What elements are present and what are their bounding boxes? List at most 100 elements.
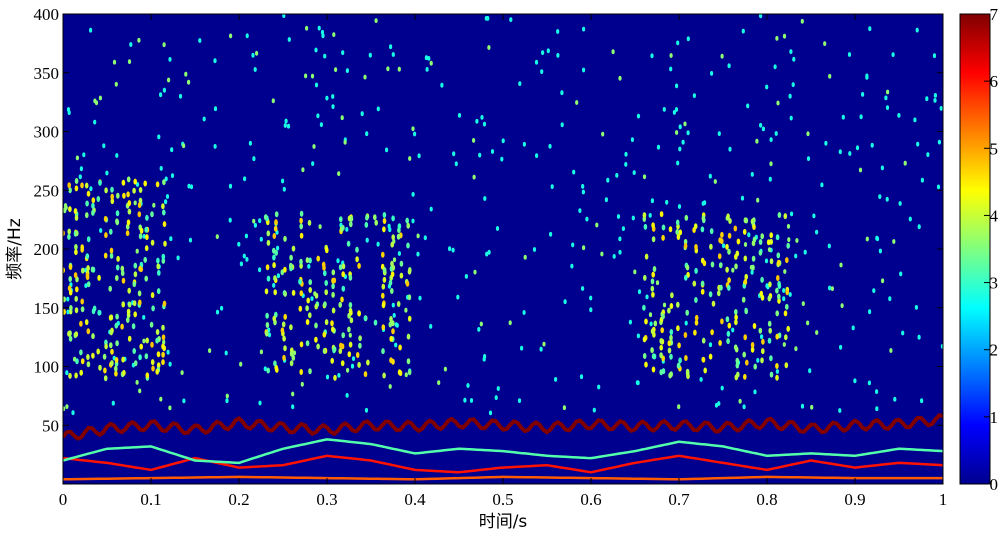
y-tick-label: 100 bbox=[34, 358, 60, 377]
speckle-point bbox=[914, 305, 919, 310]
speckle-point bbox=[775, 369, 780, 374]
speckle-point bbox=[316, 113, 320, 119]
burst-point bbox=[668, 226, 673, 233]
speckle-point bbox=[618, 249, 622, 255]
speckle-point bbox=[540, 69, 544, 74]
burst-point bbox=[122, 369, 126, 376]
burst-point bbox=[390, 260, 394, 267]
speckle-point bbox=[162, 42, 166, 48]
speckle-point bbox=[893, 396, 897, 402]
burst-point bbox=[330, 357, 335, 364]
speckle-point bbox=[135, 380, 139, 385]
speckle-point bbox=[550, 184, 554, 190]
burst-point bbox=[659, 344, 663, 351]
colorbar-ticks: 0 1 2 3 4 5 6 7 bbox=[984, 5, 999, 494]
speckle-point bbox=[886, 89, 890, 95]
speckle-point bbox=[472, 138, 476, 143]
speckle-point bbox=[768, 176, 772, 182]
burst-point bbox=[777, 293, 781, 300]
speckle-point bbox=[867, 380, 872, 386]
burst-point bbox=[103, 252, 108, 259]
burst-point bbox=[266, 239, 271, 246]
speckle-point bbox=[114, 81, 118, 87]
speckle-point bbox=[806, 131, 810, 137]
speckle-point bbox=[89, 186, 93, 192]
x-tick-label: 0 bbox=[59, 490, 68, 509]
burst-point bbox=[694, 319, 699, 326]
burst-point bbox=[155, 337, 159, 344]
burst-point bbox=[391, 320, 395, 327]
speckle-point bbox=[815, 330, 819, 335]
speckle-point bbox=[365, 131, 369, 137]
burst-point bbox=[642, 304, 646, 311]
burst-point bbox=[75, 286, 79, 293]
speckle-point bbox=[272, 283, 276, 288]
speckle-point bbox=[636, 380, 640, 386]
burst-point bbox=[138, 233, 143, 240]
burst-point bbox=[669, 329, 674, 335]
burst-point bbox=[305, 257, 310, 264]
speckle-point bbox=[612, 254, 616, 259]
speckle-point bbox=[838, 408, 842, 413]
burst-point bbox=[323, 270, 327, 277]
burst-point bbox=[291, 245, 296, 252]
speckle-point bbox=[648, 312, 653, 318]
burst-point bbox=[283, 235, 287, 242]
burst-point bbox=[703, 367, 707, 374]
burst-point bbox=[74, 214, 79, 221]
burst-point bbox=[114, 365, 118, 372]
speckle-point bbox=[93, 98, 97, 104]
burst-point bbox=[132, 300, 137, 307]
burst-point bbox=[330, 320, 334, 327]
speckle-point bbox=[925, 96, 929, 102]
speckle-point bbox=[937, 139, 942, 145]
burst-point bbox=[86, 354, 90, 360]
speckle-point bbox=[753, 389, 757, 395]
speckle-point bbox=[176, 255, 180, 261]
burst-point bbox=[399, 272, 404, 279]
speckle-point bbox=[940, 344, 943, 349]
speckle-point bbox=[604, 197, 609, 203]
speckle-point bbox=[263, 366, 267, 372]
burst-point bbox=[109, 228, 113, 235]
speckle-point bbox=[427, 56, 431, 61]
speckle-point bbox=[388, 227, 392, 233]
spectrogram-layer bbox=[63, 14, 943, 481]
speckle-point bbox=[304, 73, 308, 79]
colorbar-tick-label: 5 bbox=[990, 139, 999, 158]
burst-point bbox=[775, 374, 779, 381]
speckle-point bbox=[764, 258, 769, 264]
burst-point bbox=[701, 215, 706, 222]
burst-point bbox=[74, 185, 79, 192]
burst-point bbox=[676, 362, 681, 369]
speckle-point bbox=[284, 118, 288, 124]
speckle-point bbox=[917, 224, 921, 230]
burst-point bbox=[333, 374, 337, 381]
speckle-point bbox=[601, 131, 605, 137]
speckle-point bbox=[738, 398, 742, 404]
speckle-point bbox=[782, 296, 786, 302]
burst-point bbox=[642, 336, 647, 343]
burst-point bbox=[110, 360, 114, 367]
burst-point bbox=[346, 240, 351, 247]
burst-point bbox=[275, 366, 279, 373]
burst-point bbox=[743, 278, 748, 285]
burst-point bbox=[115, 219, 120, 226]
burst-point bbox=[150, 239, 155, 246]
burst-point bbox=[390, 271, 395, 278]
speckle-point bbox=[870, 142, 874, 148]
speckle-point bbox=[135, 182, 140, 187]
speckle-point bbox=[267, 332, 272, 338]
speckle-point bbox=[127, 59, 132, 64]
speckle-point bbox=[572, 169, 576, 175]
speckle-point bbox=[165, 194, 170, 199]
speckle-point bbox=[416, 251, 420, 257]
speckle-point bbox=[276, 273, 280, 279]
speckle-point bbox=[365, 237, 369, 243]
speckle-point bbox=[579, 374, 584, 380]
speckle-point bbox=[756, 358, 760, 363]
burst-point bbox=[80, 182, 84, 189]
speckle-point bbox=[337, 373, 341, 378]
x-tick-label: 0.4 bbox=[404, 490, 426, 509]
